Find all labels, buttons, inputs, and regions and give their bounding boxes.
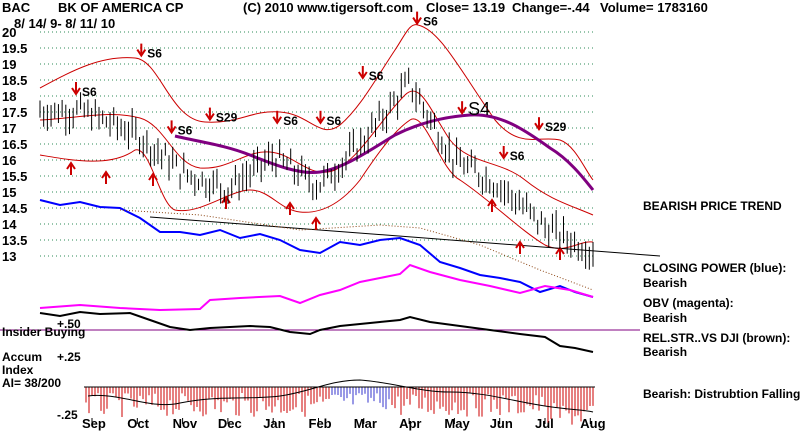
minus25-label: -.25	[57, 408, 78, 422]
volume-value: Volume= 1783160	[600, 0, 708, 15]
signal-label: S6	[423, 15, 438, 29]
y-tick-label: 18	[2, 89, 16, 104]
y-tick-label: 17.5	[2, 105, 27, 120]
y-tick-label: 15	[2, 185, 16, 200]
month-axis-labels: Sep Oct Nov Dec Jan Feb Mar Apr May Jun Jul Aug	[82, 416, 606, 431]
signal-labels: S6 S6 S6 S29 S6 S6 S6 S6 S4 S6 S29	[82, 15, 567, 163]
x-tick-label: Oct	[127, 416, 149, 431]
sell-arrow-head	[71, 87, 81, 96]
copyright-text: (C) 2010 www.tigersoft.com	[243, 0, 413, 15]
y-tick-label: 20	[2, 25, 16, 40]
sell-arrow-head	[315, 116, 326, 125]
obv-value: Bearish	[643, 311, 687, 325]
downtrend-line	[149, 216, 661, 257]
ai-value: AI= 38/200	[2, 376, 61, 390]
buy-arrow-head	[515, 240, 525, 249]
x-tick-label: Jun	[490, 416, 513, 431]
y-tick-label: 13	[2, 249, 16, 264]
change-value: Change=-.44	[512, 0, 590, 15]
sell-arrow-head	[166, 125, 177, 135]
y-tick-label: 14	[2, 217, 17, 232]
price-trend-label: BEARISH PRICE TREND	[643, 199, 782, 213]
close-value: Close= 13.19	[426, 0, 505, 15]
signal-label: S6	[178, 123, 193, 137]
sell-arrow-head	[357, 71, 368, 80]
accumulation-index-histogram	[85, 387, 594, 425]
x-tick-label: Dec	[218, 416, 242, 431]
relstr-value: Bearish	[643, 345, 687, 359]
buy-arrow-head	[487, 198, 497, 207]
plus25-label: +.25	[57, 350, 81, 364]
obv-line	[39, 263, 594, 312]
y-tick-label: 16.5	[2, 137, 27, 152]
buy-arrow-head	[285, 201, 295, 210]
price-bars	[39, 67, 594, 270]
y-tick-label: 17	[2, 121, 16, 136]
x-tick-label: Jul	[535, 416, 554, 431]
buy-arrow-head	[311, 216, 321, 225]
y-tick-label: 15.5	[2, 169, 27, 184]
x-tick-label: Mar	[354, 416, 377, 431]
signal-label: S6	[283, 114, 298, 128]
index-label: Index	[2, 363, 34, 377]
y-tick-label: 16	[2, 153, 16, 168]
x-tick-label: Sep	[82, 416, 106, 431]
buy-arrow-head	[221, 195, 231, 204]
sell-arrow-head	[412, 17, 422, 26]
signal-label: S29	[216, 111, 238, 125]
sell-arrow-head	[457, 106, 467, 116]
signal-label: S4	[468, 99, 490, 119]
plus50-label: +.50	[57, 317, 81, 331]
signal-label: S6	[369, 69, 384, 83]
company-name: BK OF AMERICA CP	[58, 0, 184, 15]
accumulation-line	[39, 310, 594, 353]
sell-arrow-head	[136, 49, 147, 58]
bollinger-upper-band	[39, 24, 594, 181]
symbol-label: BAC	[2, 0, 31, 15]
closing-power-label: CLOSING POWER (blue):	[643, 261, 786, 275]
signal-label: S6	[82, 85, 97, 99]
x-tick-label: Nov	[173, 416, 198, 431]
sell-arrow-head	[272, 116, 283, 125]
sell-arrow-head	[205, 113, 215, 122]
price-axis-labels: 2019.51918.51817.51716.51615.51514.51413…	[2, 25, 27, 264]
signal-arrows	[66, 11, 565, 260]
y-tick-label: 19.5	[2, 41, 27, 56]
buy-arrow-head	[66, 161, 76, 170]
relstr-label: REL.STR..VS DJI (brown):	[643, 331, 790, 345]
signal-label: S6	[327, 114, 342, 128]
closing-power-line	[39, 199, 594, 298]
moving-average-line	[174, 113, 595, 191]
accum-note: Bearish: Distrubtion Falling.	[643, 387, 800, 401]
x-tick-label: May	[444, 416, 470, 431]
accum-label: Accum	[2, 350, 42, 364]
buy-arrow-head	[101, 170, 111, 179]
signal-label: S29	[545, 120, 567, 134]
signal-label: S6	[510, 149, 525, 163]
signal-label: S6	[147, 47, 162, 61]
sell-arrow-head	[498, 151, 509, 160]
buy-arrow-head	[148, 172, 158, 181]
date-range: 8/ 14/ 9- 8/ 11/ 10	[14, 16, 115, 31]
closing-power-value: Bearish	[643, 276, 687, 290]
x-tick-label: Jan	[263, 416, 285, 431]
bollinger-lower-band	[39, 118, 594, 249]
insider-buying-label: Insider Buying	[2, 325, 85, 339]
y-tick-label: 13.5	[2, 233, 27, 248]
relative-strength-line	[119, 209, 594, 291]
accum-index-curve	[87, 379, 594, 413]
sell-arrow-head	[534, 122, 544, 132]
x-tick-label: Aug	[580, 416, 605, 431]
y-tick-label: 18.5	[2, 73, 27, 88]
x-tick-label: Feb	[309, 416, 332, 431]
y-tick-label: 19	[2, 57, 16, 72]
obv-label: OBV (magenta):	[643, 296, 734, 310]
y-tick-label: 14.5	[2, 201, 27, 216]
x-tick-label: Apr	[399, 416, 421, 431]
